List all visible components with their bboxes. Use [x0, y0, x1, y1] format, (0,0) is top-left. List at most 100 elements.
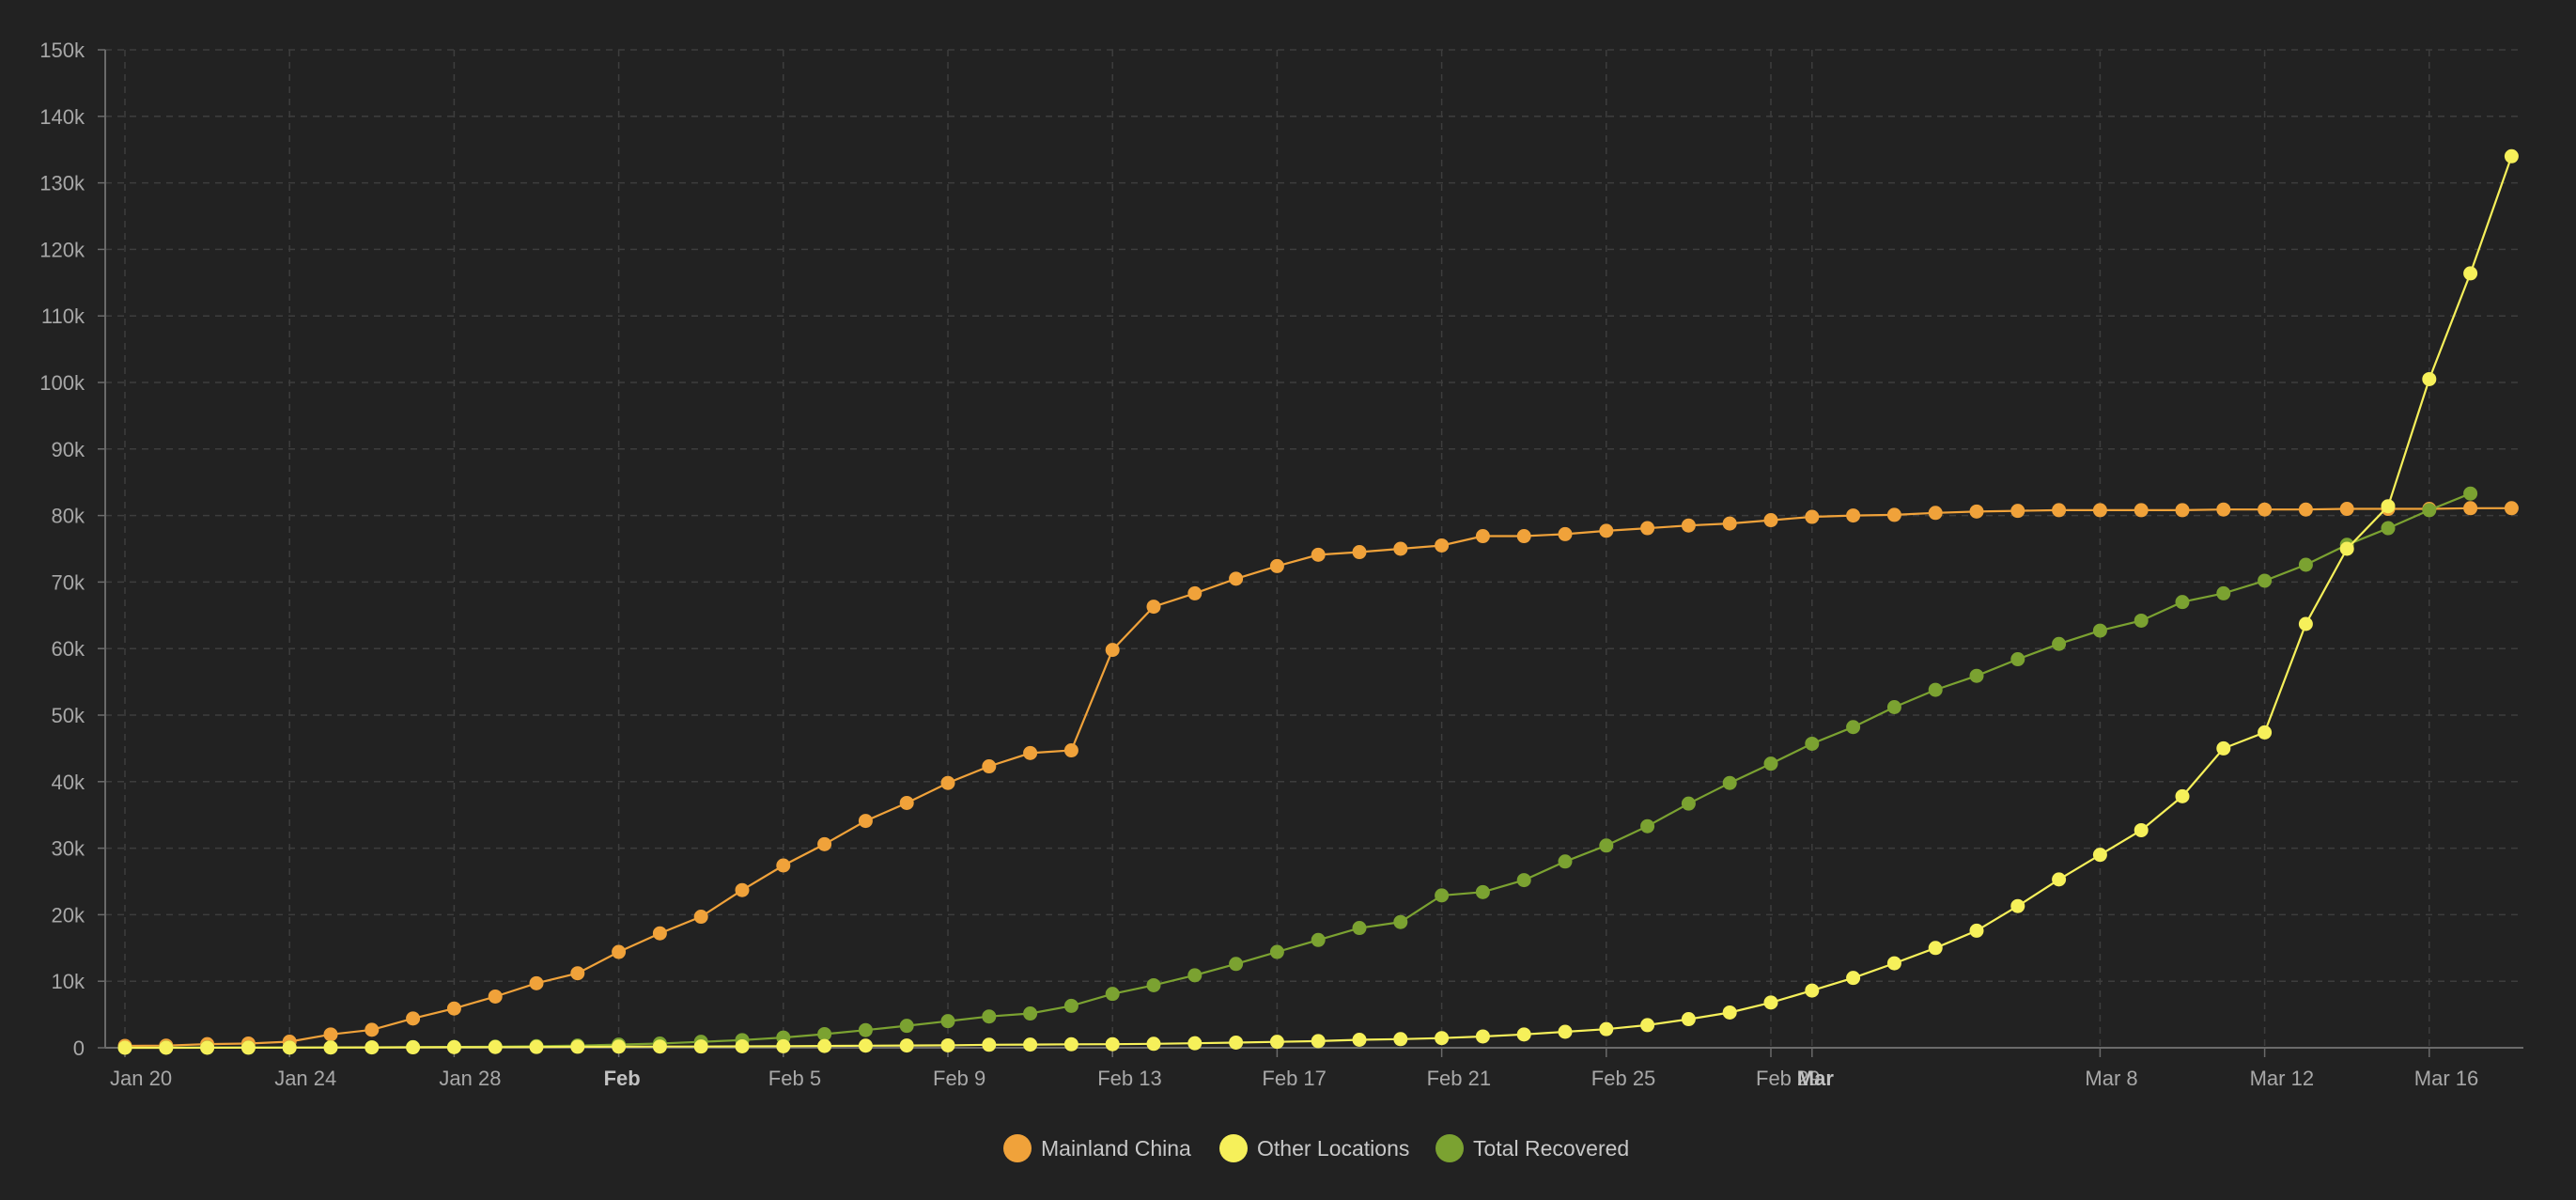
data-point-mainland-china[interactable]	[1805, 509, 1820, 524]
data-point-other-locations[interactable]	[1146, 1036, 1161, 1052]
data-point-other-locations[interactable]	[282, 1040, 297, 1055]
data-point-total-recovered[interactable]	[2052, 636, 2067, 651]
data-point-other-locations[interactable]	[529, 1039, 544, 1054]
data-point-other-locations[interactable]	[200, 1040, 215, 1055]
data-point-other-locations[interactable]	[1640, 1018, 1655, 1033]
data-point-total-recovered[interactable]	[2175, 595, 2190, 610]
data-point-other-locations[interactable]	[735, 1038, 750, 1053]
data-point-mainland-china[interactable]	[1187, 585, 1203, 600]
data-point-total-recovered[interactable]	[1435, 888, 1450, 903]
data-point-mainland-china[interactable]	[2092, 503, 2107, 518]
data-point-total-recovered[interactable]	[2216, 585, 2231, 600]
data-point-mainland-china[interactable]	[2134, 503, 2149, 518]
data-point-mainland-china[interactable]	[817, 836, 832, 851]
data-point-total-recovered[interactable]	[1146, 977, 1161, 992]
data-point-total-recovered[interactable]	[2092, 623, 2107, 638]
data-point-other-locations[interactable]	[2381, 499, 2396, 514]
data-point-total-recovered[interactable]	[1475, 884, 1490, 899]
data-point-total-recovered[interactable]	[2422, 503, 2437, 518]
data-point-mainland-china[interactable]	[1640, 521, 1655, 536]
data-point-other-locations[interactable]	[1516, 1027, 1531, 1042]
data-point-total-recovered[interactable]	[1805, 736, 1820, 751]
data-point-total-recovered[interactable]	[2010, 652, 2025, 667]
data-point-mainland-china[interactable]	[1969, 504, 1984, 519]
data-point-total-recovered[interactable]	[858, 1022, 873, 1037]
data-point-other-locations[interactable]	[2092, 848, 2107, 863]
data-point-mainland-china[interactable]	[1269, 558, 1284, 573]
data-point-mainland-china[interactable]	[693, 910, 708, 925]
data-point-total-recovered[interactable]	[1722, 775, 1737, 790]
data-point-mainland-china[interactable]	[612, 944, 627, 959]
data-point-mainland-china[interactable]	[1105, 643, 1120, 658]
data-point-mainland-china[interactable]	[982, 759, 997, 774]
data-point-total-recovered[interactable]	[1187, 968, 1203, 983]
data-point-mainland-china[interactable]	[2216, 502, 2231, 517]
data-point-other-locations[interactable]	[1886, 956, 1901, 971]
data-point-other-locations[interactable]	[858, 1038, 873, 1053]
data-point-mainland-china[interactable]	[2463, 501, 2478, 516]
data-point-other-locations[interactable]	[1105, 1036, 1120, 1052]
data-point-mainland-china[interactable]	[488, 989, 503, 1004]
data-point-mainland-china[interactable]	[940, 775, 955, 790]
data-point-mainland-china[interactable]	[1311, 547, 1326, 562]
data-point-mainland-china[interactable]	[1475, 529, 1490, 544]
data-point-other-locations[interactable]	[940, 1037, 955, 1052]
data-point-other-locations[interactable]	[1969, 923, 1984, 938]
data-point-total-recovered[interactable]	[1516, 873, 1531, 888]
data-point-total-recovered[interactable]	[2258, 573, 2273, 588]
data-point-total-recovered[interactable]	[1352, 921, 1367, 936]
data-point-total-recovered[interactable]	[982, 1009, 997, 1024]
data-point-total-recovered[interactable]	[1886, 700, 1901, 715]
data-point-other-locations[interactable]	[1187, 1036, 1203, 1051]
data-point-mainland-china[interactable]	[2010, 504, 2025, 519]
data-point-other-locations[interactable]	[2339, 541, 2354, 556]
data-point-other-locations[interactable]	[2216, 740, 2231, 756]
data-point-total-recovered[interactable]	[1229, 957, 1244, 972]
data-point-mainland-china[interactable]	[2298, 502, 2313, 517]
data-point-other-locations[interactable]	[1558, 1024, 1573, 1039]
data-point-other-locations[interactable]	[1063, 1036, 1079, 1052]
data-point-other-locations[interactable]	[1393, 1032, 1408, 1047]
data-point-total-recovered[interactable]	[1640, 818, 1655, 834]
legend-item-mainland-china[interactable]: Mainland China	[1003, 1134, 1191, 1162]
data-point-mainland-china[interactable]	[1229, 571, 1244, 586]
data-point-other-locations[interactable]	[2175, 788, 2190, 803]
data-point-other-locations[interactable]	[1435, 1031, 1450, 1046]
data-point-mainland-china[interactable]	[1763, 513, 1778, 528]
data-point-other-locations[interactable]	[1722, 1005, 1737, 1020]
data-point-total-recovered[interactable]	[899, 1019, 914, 1034]
data-point-other-locations[interactable]	[899, 1038, 914, 1053]
data-point-other-locations[interactable]	[1269, 1035, 1284, 1050]
data-point-other-locations[interactable]	[1229, 1035, 1244, 1050]
data-point-total-recovered[interactable]	[1269, 944, 1284, 959]
data-point-mainland-china[interactable]	[1599, 523, 1614, 538]
data-point-other-locations[interactable]	[570, 1039, 585, 1054]
data-point-other-locations[interactable]	[406, 1040, 421, 1055]
data-point-mainland-china[interactable]	[2339, 502, 2354, 517]
data-point-other-locations[interactable]	[323, 1040, 338, 1055]
data-point-other-locations[interactable]	[817, 1038, 832, 1053]
data-point-other-locations[interactable]	[2134, 822, 2149, 837]
data-point-mainland-china[interactable]	[1063, 743, 1079, 758]
data-point-total-recovered[interactable]	[1599, 838, 1614, 853]
data-point-mainland-china[interactable]	[1023, 745, 1038, 760]
data-point-mainland-china[interactable]	[652, 926, 667, 941]
data-point-other-locations[interactable]	[1023, 1037, 1038, 1052]
data-point-total-recovered[interactable]	[1846, 720, 1861, 735]
data-point-mainland-china[interactable]	[365, 1022, 380, 1037]
data-point-other-locations[interactable]	[365, 1040, 380, 1055]
data-point-total-recovered[interactable]	[1063, 998, 1079, 1013]
data-point-total-recovered[interactable]	[940, 1014, 955, 1029]
data-point-mainland-china[interactable]	[1435, 538, 1450, 553]
data-point-mainland-china[interactable]	[1722, 516, 1737, 531]
data-point-mainland-china[interactable]	[1146, 600, 1161, 615]
data-point-total-recovered[interactable]	[2298, 557, 2313, 572]
data-point-other-locations[interactable]	[2422, 371, 2437, 386]
data-point-total-recovered[interactable]	[1928, 682, 1943, 697]
legend-item-other-locations[interactable]: Other Locations	[1219, 1134, 1409, 1162]
data-point-other-locations[interactable]	[982, 1037, 997, 1052]
data-point-total-recovered[interactable]	[1681, 796, 1696, 811]
data-point-mainland-china[interactable]	[1681, 518, 1696, 533]
data-point-other-locations[interactable]	[117, 1040, 132, 1055]
data-point-other-locations[interactable]	[159, 1040, 174, 1055]
